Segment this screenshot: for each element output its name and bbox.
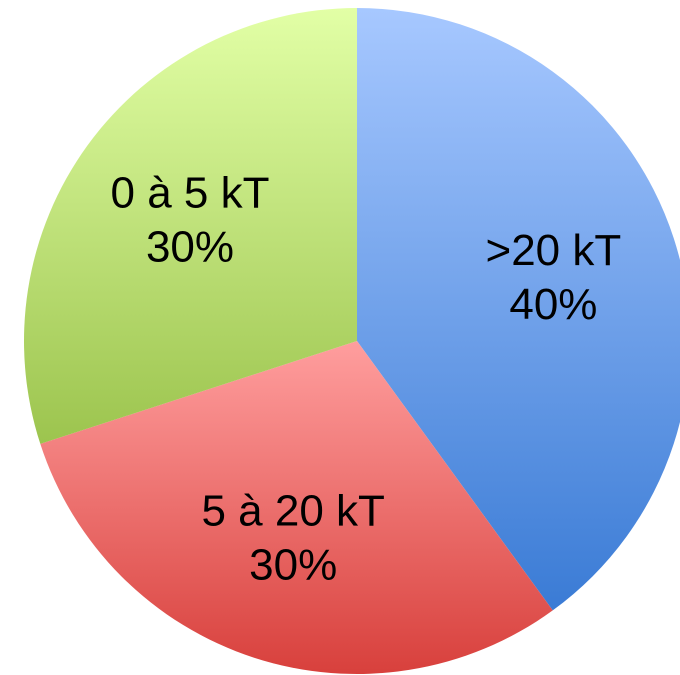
pie-slice (40, 341, 553, 674)
slice-category-label: 5 à 20 kT (201, 486, 384, 535)
slice-percent-label: 30% (146, 223, 234, 272)
pie-slice (24, 8, 358, 444)
slice-percent-label: 30% (249, 540, 337, 589)
slice-category-label: 0 à 5 kT (111, 169, 270, 218)
slice-category-label: >20 kT (486, 226, 622, 275)
pie-slice (357, 8, 680, 611)
slice-percent-label: 40% (509, 280, 597, 329)
